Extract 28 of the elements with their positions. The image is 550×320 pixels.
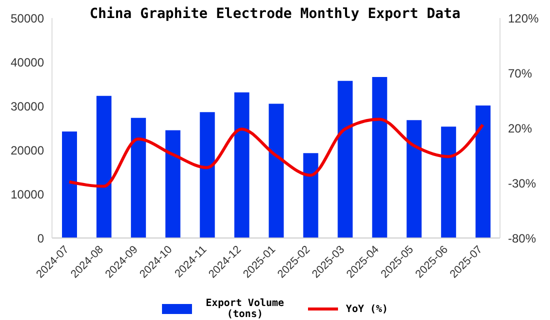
bar [372,76,388,238]
y2-tick-label: 70% [508,66,532,80]
bar [303,153,318,238]
bar [441,126,456,238]
y2-tick-label: -30% [508,176,536,190]
legend-label: Export Volume (tons) [204,298,286,320]
line-series [68,118,484,188]
bar [96,96,112,238]
bar [130,118,146,238]
bar [62,132,77,238]
chart-title: China Graphite Electrode Monthly Export Data [90,6,460,22]
bar [268,104,284,238]
y2-tick-label: -80% [508,231,536,246]
legend-label: YoY (%) [346,304,388,314]
bar [476,106,491,238]
y-tick-label: 0 [37,231,44,246]
y2-tick-label: 120% [508,11,540,26]
bar [200,112,215,238]
bar [234,92,250,238]
y2-tick-label: 20% [508,121,532,136]
y-tick-label: 20000 [10,143,44,158]
y-tick-label: 40000 [10,55,44,70]
bar [406,120,422,238]
bar [165,130,180,238]
bar [338,80,353,238]
y-tick-label: 50000 [10,11,44,26]
y-tick-label: 10000 [10,187,44,202]
y-tick-label: 30000 [10,99,44,114]
